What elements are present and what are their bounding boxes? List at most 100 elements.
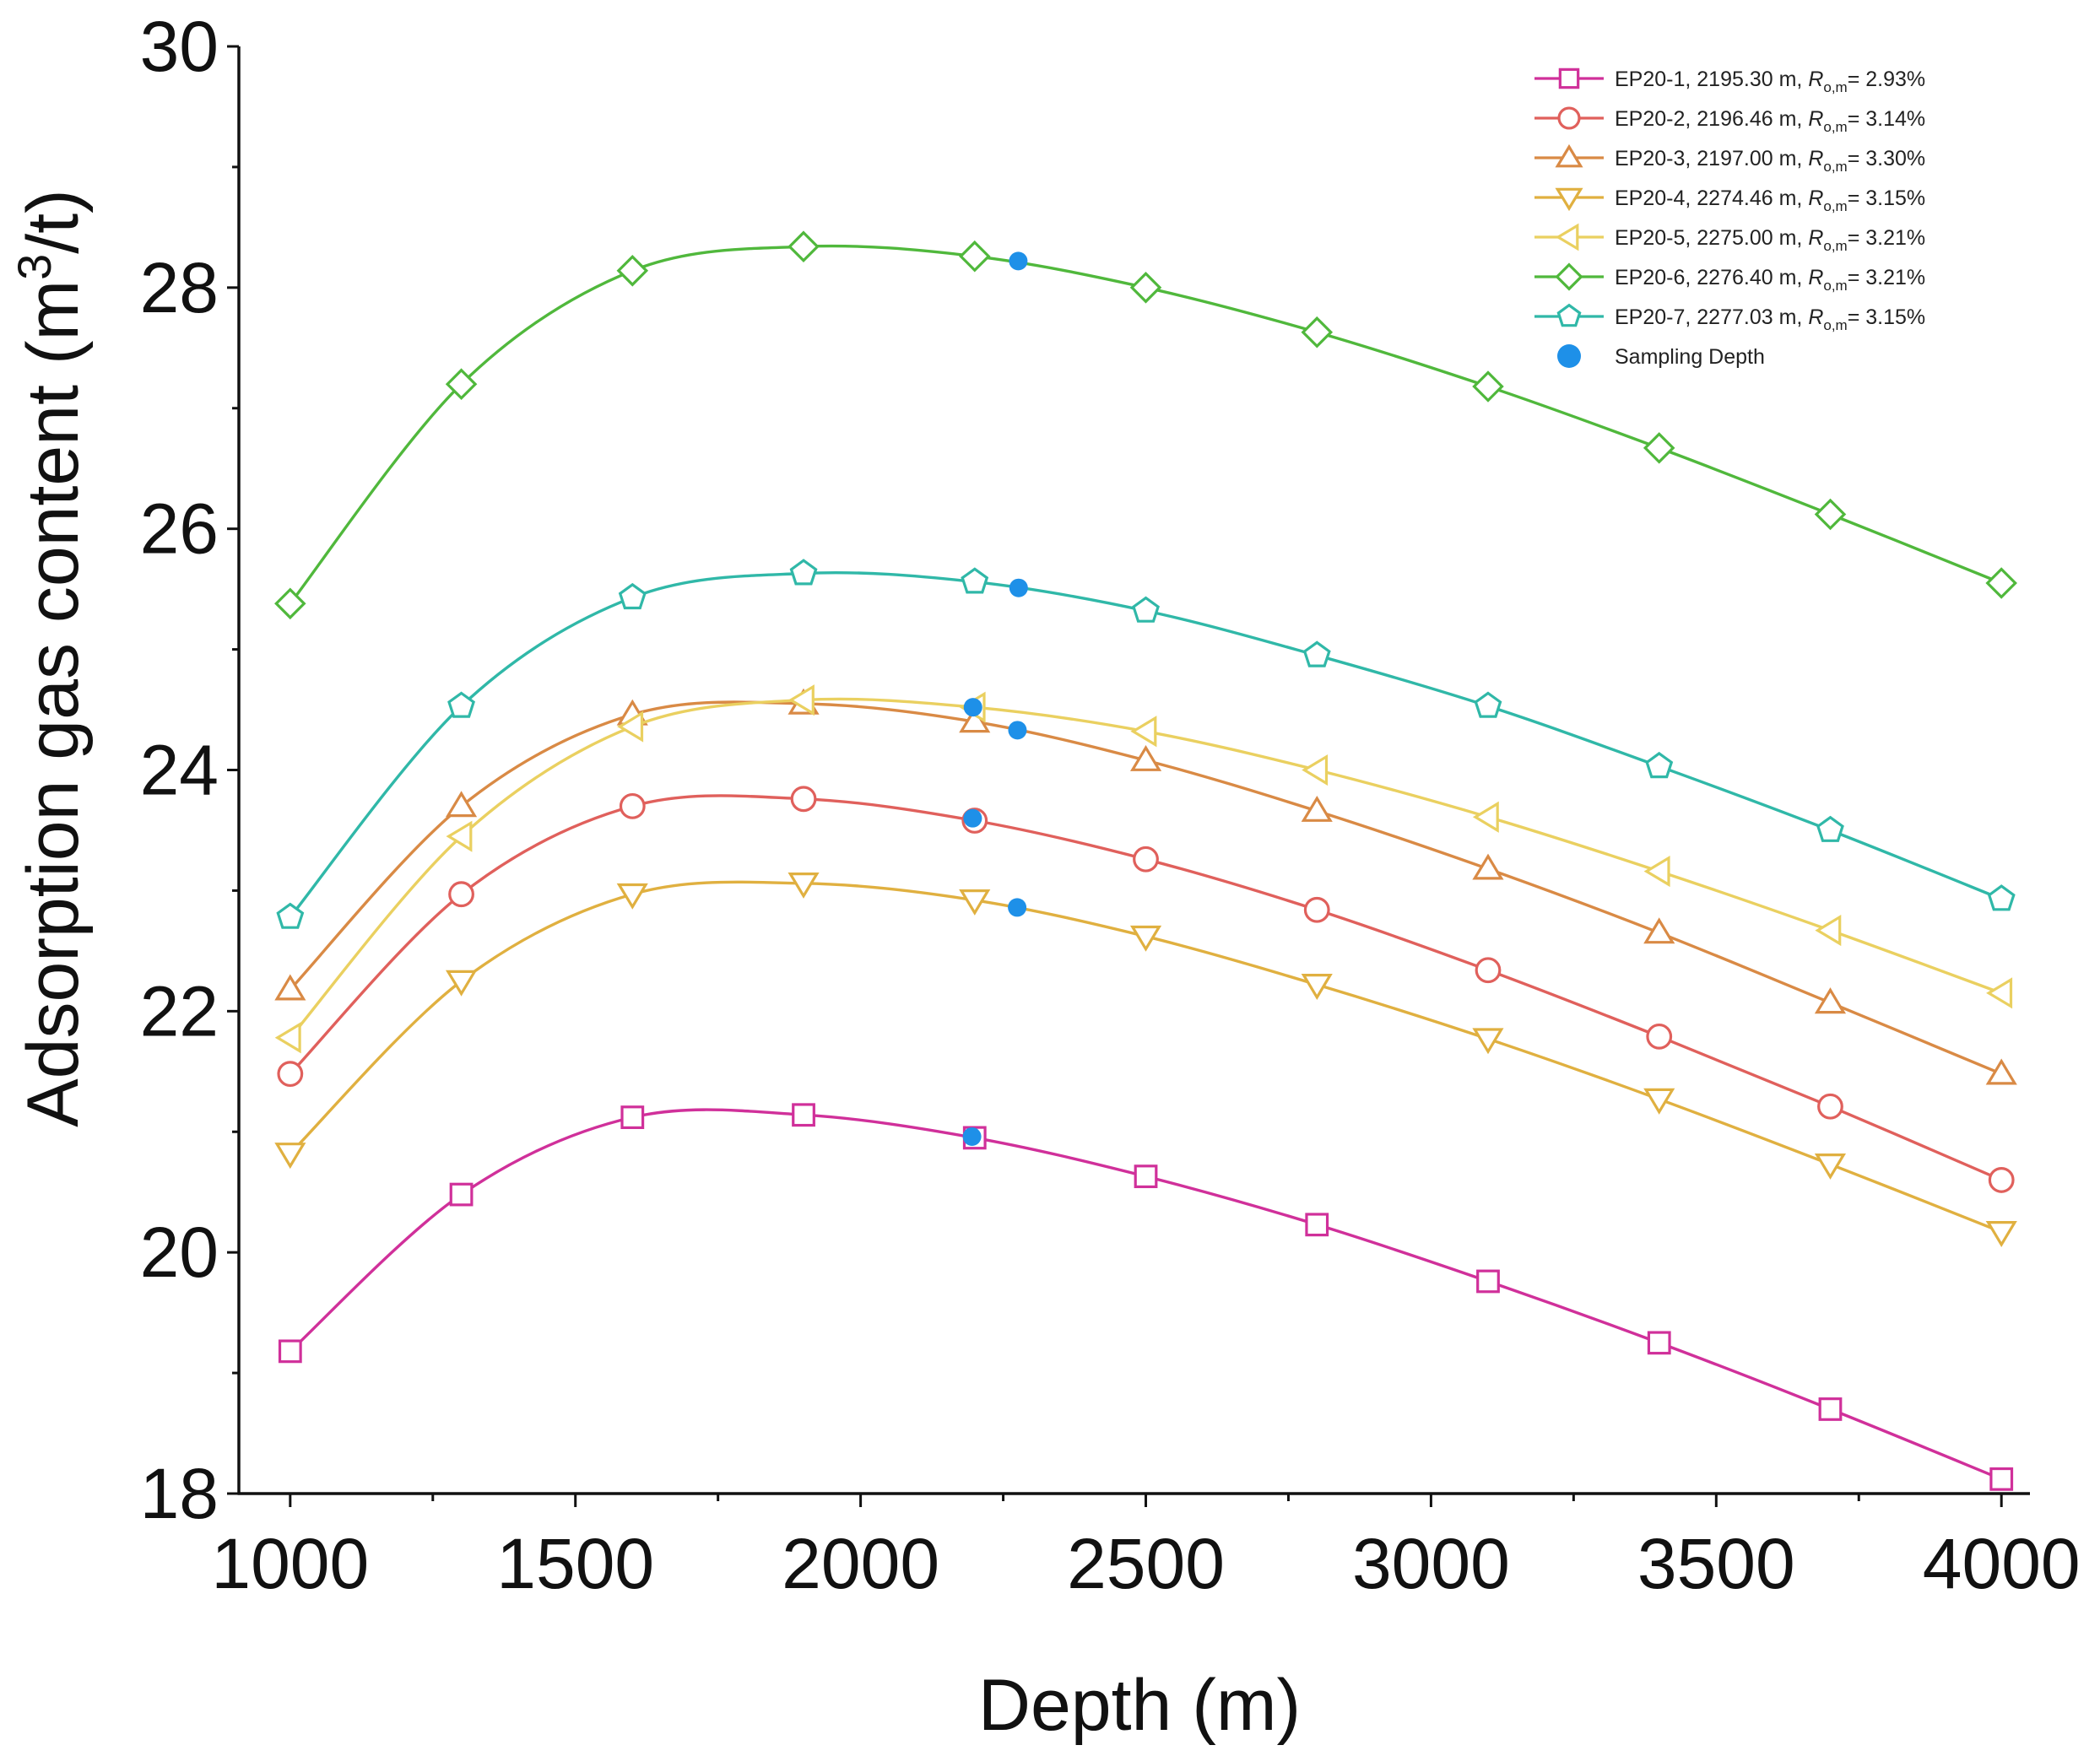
data-point-EP20-5-1900: [788, 684, 815, 716]
series-EP20-6: [274, 230, 2017, 620]
legend-item-EP20-4: EP20-4, 2274.46 m, Ro,m= 3.15%: [1534, 186, 1925, 214]
data-point-EP20-3-1300: [445, 791, 478, 818]
data-point-EP20-2-1000: [277, 1061, 304, 1088]
legend-marker-EP20-2: [1557, 106, 1581, 130]
x-tick-label-3000: 3000: [1352, 1524, 1510, 1603]
y-tick-label-30: 30: [140, 7, 219, 86]
data-point-EP20-3-3400: [1643, 917, 1675, 944]
data-point-EP20-4-4000: [1985, 1220, 2017, 1248]
legend-label-EP20-3: EP20-3, 2197.00 m, Ro,m= 3.30%: [1615, 147, 1925, 175]
x-tick-label-2000: 2000: [782, 1524, 939, 1603]
data-point-EP20-4-1300: [445, 970, 478, 997]
data-point-EP20-4-2500: [1129, 925, 1162, 952]
legend-item-EP20-3: EP20-3, 2197.00 m, Ro,m= 3.30%: [1534, 143, 1925, 175]
data-point-EP20-1-1600: [620, 1105, 645, 1130]
data-point-EP20-6-1000: [274, 587, 306, 620]
legend-label-sampling-depth: Sampling Depth: [1615, 345, 1765, 369]
data-point-EP20-3-2800: [1301, 795, 1333, 822]
data-point-EP20-4-3400: [1643, 1088, 1675, 1115]
data-point-EP20-7-1900: [789, 559, 818, 586]
data-point-EP20-3-3100: [1472, 853, 1504, 880]
data-point-EP20-6-2200: [959, 240, 991, 273]
series-EP20-7: [276, 559, 2016, 929]
sampling-depth-point-6: [1009, 251, 1028, 271]
y-tick-label-18: 18: [140, 1454, 219, 1533]
data-point-EP20-6-3400: [1643, 432, 1675, 464]
x-tick-label-2500: 2500: [1067, 1524, 1225, 1603]
data-point-EP20-4-1600: [616, 883, 648, 910]
legend-label-EP20-6: EP20-6, 2276.40 m, Ro,m= 3.21%: [1615, 266, 1925, 294]
y-tick-label-20: 20: [140, 1213, 219, 1292]
data-point-EP20-1-4000: [1989, 1467, 2014, 1491]
legend-label-EP20-1: EP20-1, 2195.30 m, Ro,m= 2.93%: [1615, 68, 1925, 95]
legend-label-EP20-7: EP20-7, 2277.03 m, Ro,m= 3.15%: [1615, 305, 1925, 333]
y-tick-label-22: 22: [140, 971, 219, 1051]
legend-item-EP20-6: EP20-6, 2276.40 m, Ro,m= 3.21%: [1534, 262, 1925, 294]
x-tick-label-3500: 3500: [1637, 1524, 1795, 1603]
legend-item-EP20-5: EP20-5, 2275.00 m, Ro,m= 3.21%: [1534, 223, 1925, 254]
data-point-EP20-5-2500: [1130, 716, 1157, 748]
sampling-depth-point-1: [962, 1127, 982, 1146]
data-point-EP20-5-4000: [1986, 977, 2013, 1009]
data-point-EP20-6-3100: [1472, 370, 1504, 403]
sampling-depth-point-4: [1008, 898, 1027, 917]
data-point-EP20-7-3700: [1816, 815, 1844, 842]
data-point-EP20-1-2800: [1305, 1213, 1329, 1237]
data-point-EP20-6-4000: [1985, 567, 2017, 599]
data-point-EP20-7-2500: [1132, 596, 1160, 623]
data-point-EP20-3-2500: [1129, 744, 1162, 771]
data-point-EP20-1-2500: [1134, 1164, 1158, 1189]
series-EP20-4: [274, 872, 2017, 1248]
sampling-depth-point-5: [1008, 721, 1027, 740]
legend-marker-sampling-depth: [1557, 344, 1581, 368]
legend-label-EP20-4: EP20-4, 2274.46 m, Ro,m= 3.15%: [1615, 186, 1925, 214]
data-point-EP20-2-1900: [790, 786, 817, 813]
y-tick-label-28: 28: [140, 248, 219, 327]
legend-marker-EP20-5: [1555, 223, 1579, 251]
data-point-EP20-6-3700: [1814, 498, 1847, 531]
legend-label-EP20-5: EP20-5, 2275.00 m, Ro,m= 3.21%: [1615, 226, 1925, 254]
data-point-EP20-2-1300: [448, 881, 474, 908]
data-point-EP20-2-2500: [1133, 846, 1159, 873]
data-point-EP20-7-3400: [1645, 751, 1674, 779]
y-tick-label-24: 24: [140, 731, 219, 810]
data-point-EP20-4-2800: [1301, 973, 1333, 1001]
data-point-EP20-5-3700: [1815, 914, 1842, 947]
data-point-EP20-6-2500: [1129, 272, 1162, 304]
data-point-EP20-3-1000: [274, 974, 306, 1001]
data-point-EP20-7-2200: [961, 567, 989, 594]
sampling-depth-point-7: [1009, 578, 1028, 597]
data-point-EP20-2-4000: [1988, 1167, 2015, 1193]
data-point-EP20-6-1300: [445, 368, 478, 400]
data-point-EP20-4-3100: [1472, 1028, 1504, 1055]
legend-item-EP20-7: EP20-7, 2277.03 m, Ro,m= 3.15%: [1534, 303, 1925, 333]
legend-marker-EP20-7: [1556, 303, 1582, 327]
legend-marker-EP20-4: [1555, 187, 1583, 212]
series-line-EP20-3: [289, 700, 2002, 1076]
data-point-EP20-5-3100: [1472, 801, 1499, 833]
x-tick-label-4000: 4000: [1923, 1524, 2081, 1603]
data-point-EP20-1-3400: [1647, 1331, 1671, 1355]
data-point-EP20-2-2800: [1303, 896, 1330, 923]
data-point-EP20-3-4000: [1985, 1058, 2017, 1085]
data-point-EP20-7-2800: [1302, 640, 1331, 667]
data-point-EP20-5-3400: [1643, 855, 1670, 888]
data-point-EP20-2-1600: [619, 792, 646, 819]
data-point-EP20-7-1000: [276, 902, 305, 929]
sampling-depth-point-2: [963, 808, 982, 828]
series-layer: [274, 230, 2017, 1491]
x-axis-title: Depth (m): [978, 1665, 1301, 1746]
axes-layer: 18 20 22 24 26 28 30 1000 1500 2000 2500 3000 3500 40…: [140, 7, 2081, 1603]
sampling-depth-point-3: [963, 698, 982, 717]
data-point-EP20-4-2200: [959, 889, 991, 916]
data-point-EP20-7-4000: [1987, 884, 2016, 911]
data-point-EP20-6-2800: [1301, 316, 1334, 348]
data-point-EP20-5-1600: [617, 711, 644, 743]
data-point-EP20-4-1000: [274, 1143, 306, 1170]
data-point-EP20-7-3100: [1474, 691, 1502, 718]
data-point-EP20-2-3700: [1817, 1093, 1843, 1120]
data-point-EP20-1-3100: [1476, 1269, 1500, 1294]
data-point-EP20-1-1000: [278, 1339, 302, 1364]
